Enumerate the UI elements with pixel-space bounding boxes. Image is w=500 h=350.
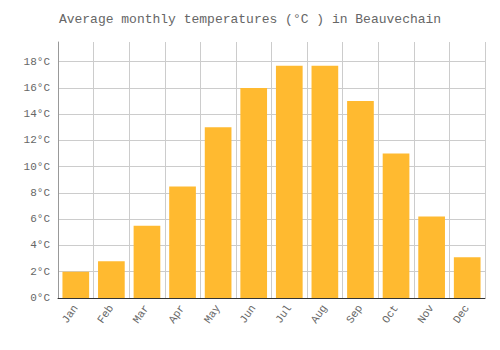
svg-text:Nov: Nov <box>415 302 436 325</box>
svg-text:May: May <box>202 302 223 325</box>
svg-text:Mar: Mar <box>131 303 152 326</box>
svg-text:Oct: Oct <box>380 303 401 326</box>
svg-text:12°C: 12°C <box>24 134 51 146</box>
svg-text:Average monthly temperatures (: Average monthly temperatures (°C ) in Be… <box>59 12 441 27</box>
svg-text:Aug: Aug <box>309 303 330 326</box>
svg-text:18°C: 18°C <box>24 56 51 68</box>
svg-text:16°C: 16°C <box>24 82 51 94</box>
svg-text:8°C: 8°C <box>30 187 50 199</box>
svg-text:14°C: 14°C <box>24 108 51 120</box>
svg-text:Feb: Feb <box>95 303 116 326</box>
svg-text:0°C: 0°C <box>30 292 50 304</box>
svg-text:10°C: 10°C <box>24 161 51 173</box>
svg-text:Jul: Jul <box>273 303 294 326</box>
svg-text:Jun: Jun <box>237 303 258 326</box>
svg-text:Sep: Sep <box>344 303 365 326</box>
svg-text:Jan: Jan <box>60 303 81 326</box>
svg-text:Apr: Apr <box>166 303 187 326</box>
svg-text:6°C: 6°C <box>30 213 50 225</box>
svg-text:4°C: 4°C <box>30 239 50 251</box>
svg-text:2°C: 2°C <box>30 266 50 278</box>
svg-text:Dec: Dec <box>451 303 472 326</box>
